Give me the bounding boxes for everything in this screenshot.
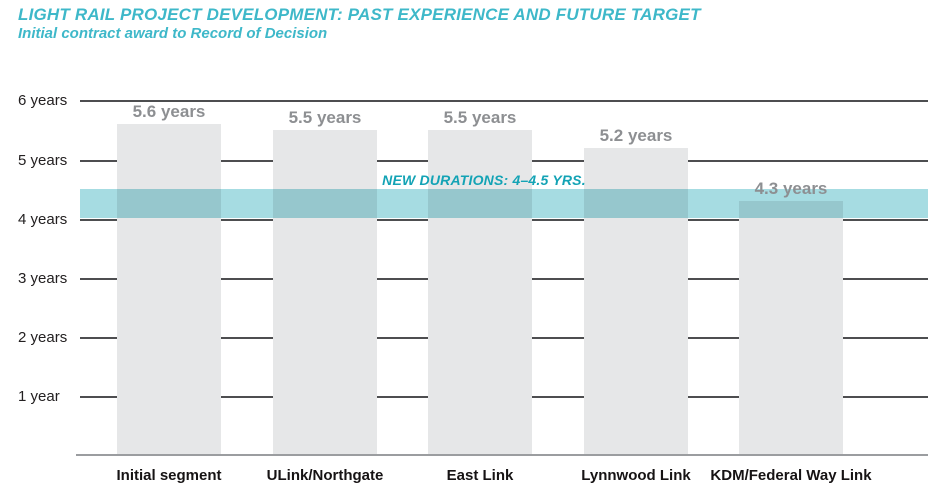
chart-subtitle: Initial contract award to Record of Deci…	[18, 25, 328, 42]
y-tick-label: 2 years	[18, 329, 68, 346]
target-duration-band-label: NEW DURATIONS: 4–4.5 YRS.	[382, 172, 586, 188]
target-duration-band	[80, 189, 928, 218]
y-tick-label: 5 years	[18, 152, 68, 169]
bar-east-link	[428, 130, 532, 455]
chart-title: LIGHT RAIL PROJECT DEVELOPMENT: PAST EXP…	[18, 5, 701, 24]
bar-value-label: 5.2 years	[599, 126, 673, 145]
x-axis-baseline	[76, 454, 928, 456]
bar-value-label: 5.6 years	[132, 102, 206, 121]
x-axis-label: Lynnwood Link	[581, 467, 691, 484]
x-axis-label: East Link	[446, 467, 514, 484]
gridline-6yr	[80, 100, 928, 102]
bar-value-label: 4.3 years	[754, 179, 828, 198]
y-tick-label: 1 year	[18, 388, 60, 405]
bar-kdm-federal-way-link	[739, 201, 843, 455]
bar-ulink-northgate	[273, 130, 377, 455]
x-axis-label: Initial segment	[116, 467, 222, 484]
y-tick-label: 3 years	[18, 270, 68, 287]
bar-initial-segment	[117, 124, 221, 455]
x-axis-label: KDM/Federal Way Link	[710, 467, 872, 484]
bar-value-label: 5.5 years	[288, 108, 362, 127]
x-axis-label: ULink/Northgate	[266, 467, 384, 484]
y-tick-label: 6 years	[18, 92, 68, 109]
bar-value-label: 5.5 years	[443, 108, 517, 127]
y-tick-label: 4 years	[18, 211, 68, 228]
